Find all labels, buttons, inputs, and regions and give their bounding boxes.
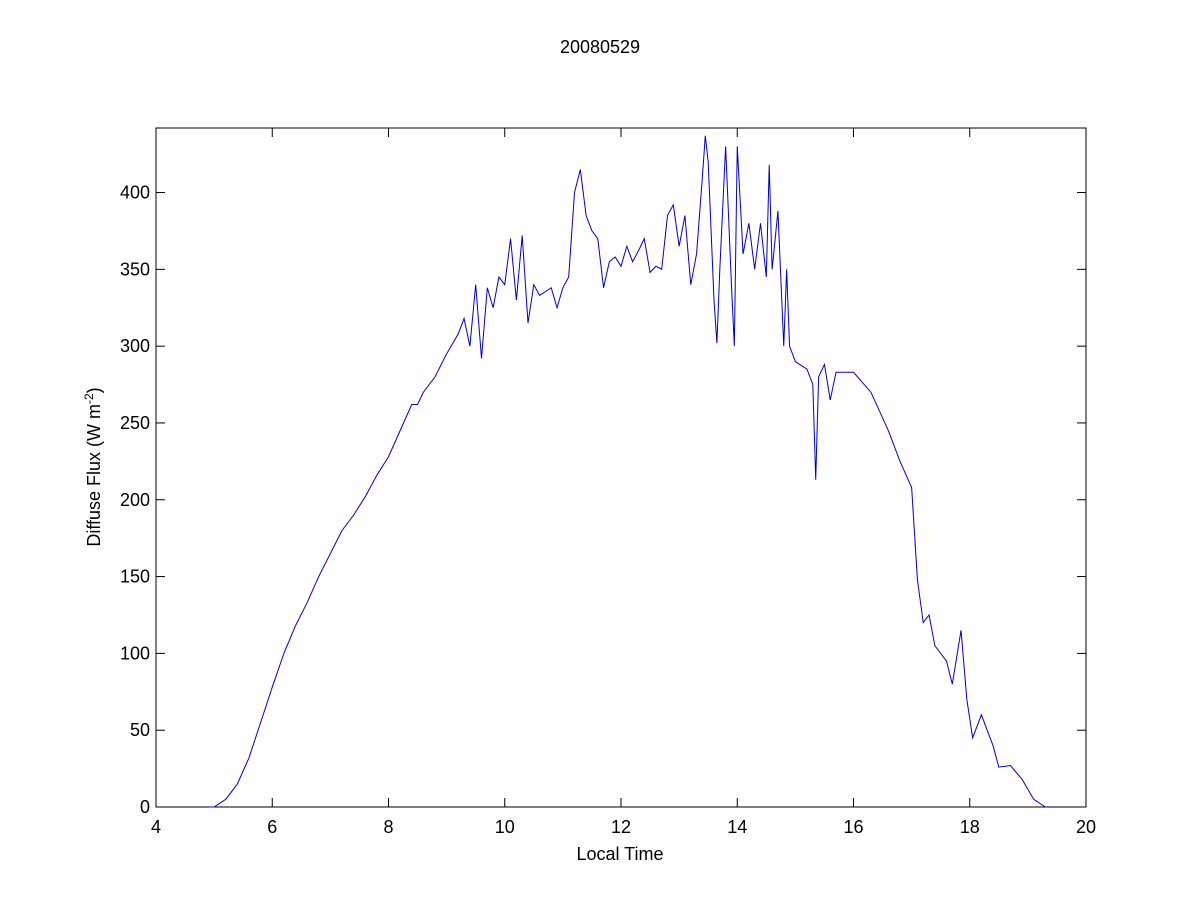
- x-tick-label: 10: [495, 817, 515, 837]
- y-tick-label: 350: [120, 259, 150, 279]
- y-axis-label: Diffuse Flux (W m-2): [82, 387, 104, 546]
- x-tick-label: 4: [151, 817, 161, 837]
- x-tick-label: 8: [383, 817, 393, 837]
- y-tick-label: 400: [120, 183, 150, 203]
- y-tick-label: 200: [120, 490, 150, 510]
- x-tick-label: 14: [727, 817, 747, 837]
- x-tick-label: 20: [1076, 817, 1096, 837]
- y-tick-label: 150: [120, 567, 150, 587]
- y-tick-label: 100: [120, 643, 150, 663]
- data-line: [208, 135, 1046, 808]
- y-tick-label: 300: [120, 336, 150, 356]
- x-tick-label: 16: [843, 817, 863, 837]
- y-tick-label: 0: [140, 797, 150, 817]
- y-tick-label: 50: [130, 720, 150, 740]
- chart-title: 20080529: [560, 37, 640, 57]
- y-tick-label: 250: [120, 413, 150, 433]
- x-tick-label: 18: [960, 817, 980, 837]
- x-tick-label: 6: [267, 817, 277, 837]
- x-axis-label: Local Time: [576, 844, 663, 864]
- x-tick-label: 12: [611, 817, 631, 837]
